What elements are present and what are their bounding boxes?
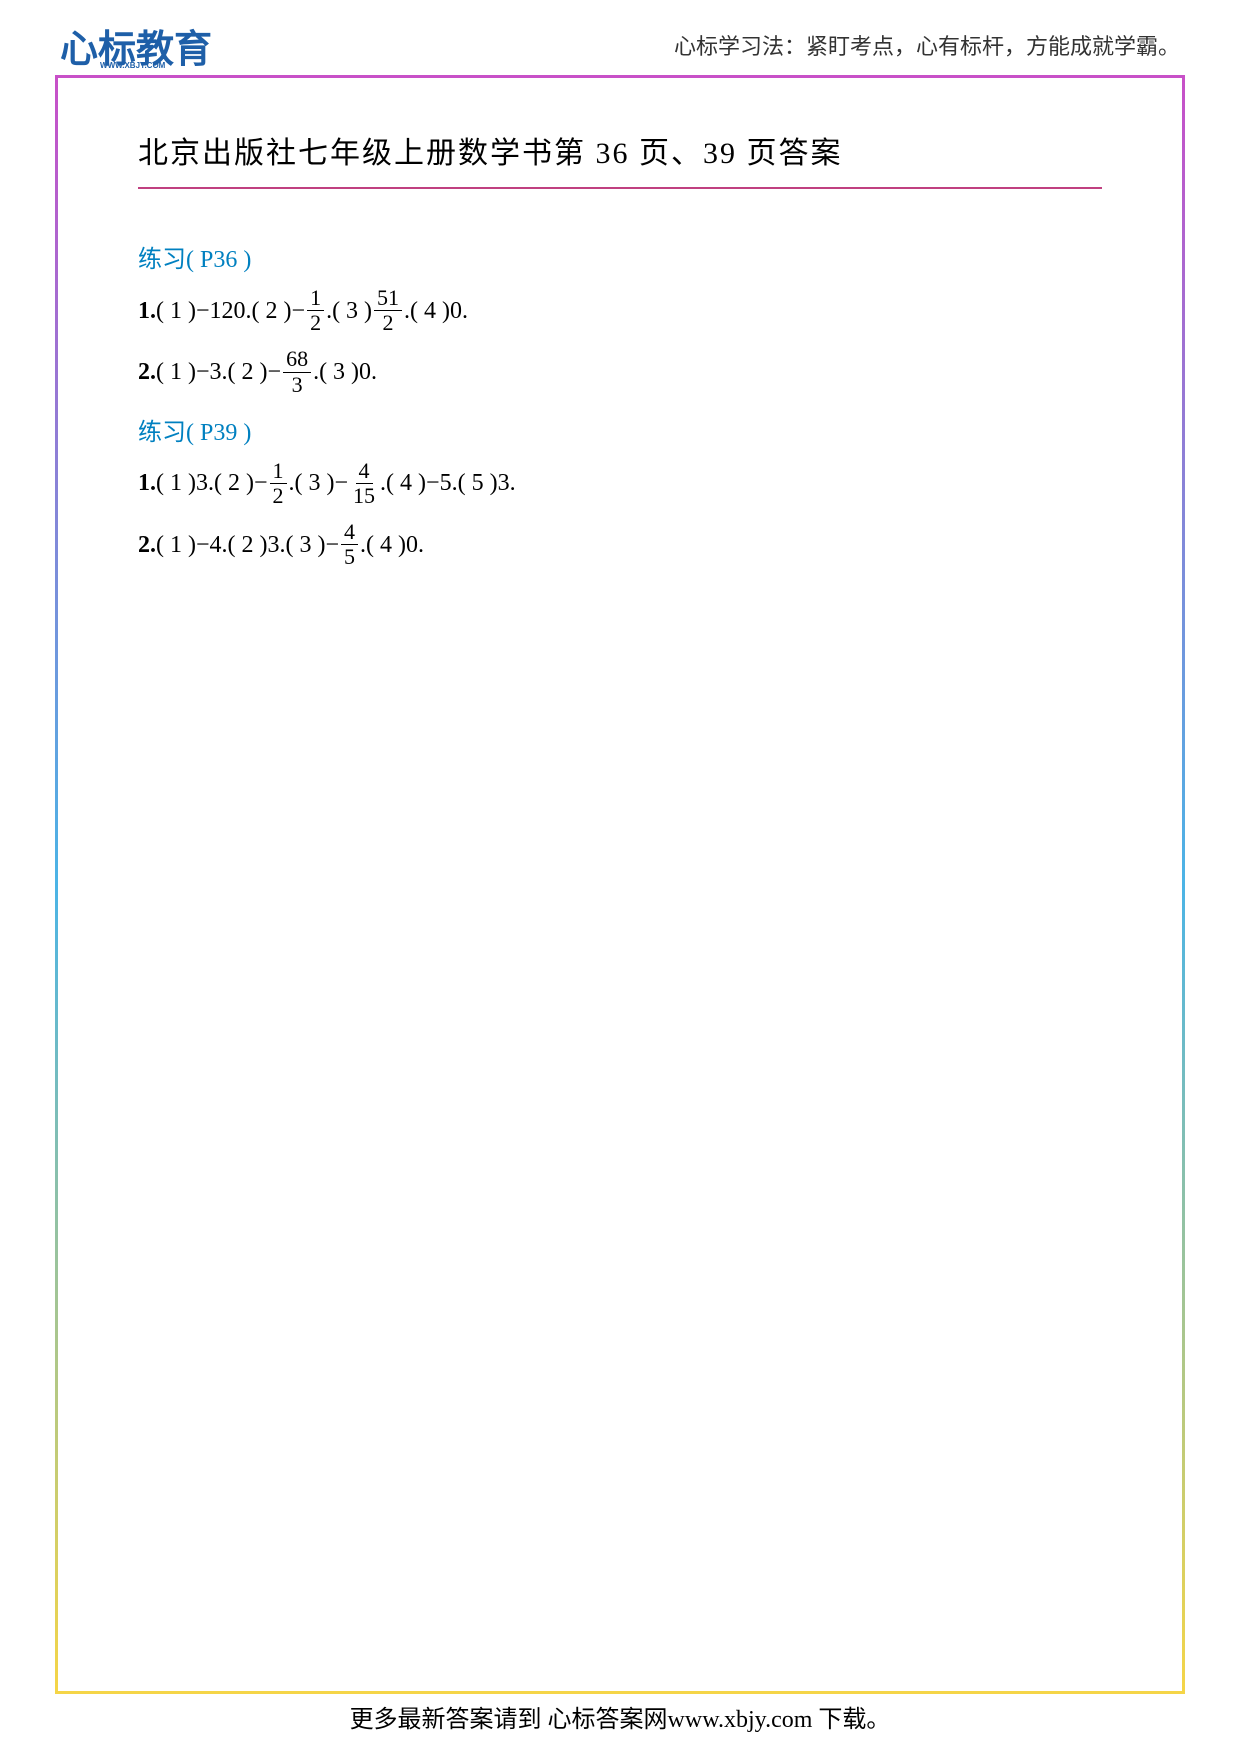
part-label: ( 4 ): [410, 299, 450, 323]
math-problem-line: 1.( 1 )−120.( 2 )−12.( 3 )512.( 4 )0.: [138, 286, 1102, 335]
fraction-denominator: 3: [289, 373, 306, 397]
part-label: ( 4 ): [386, 471, 426, 495]
fraction-denominator: 5: [341, 545, 358, 569]
answer-value: 3.: [196, 471, 214, 495]
part-label: ( 3 ): [295, 471, 335, 495]
fraction: 12: [270, 459, 287, 508]
fraction-denominator: 2: [307, 311, 324, 335]
exercise-heading: 练习( P36 ): [138, 239, 1102, 274]
fraction-numerator: 68: [283, 347, 311, 372]
page-title: 北京出版社七年级上册数学书第 36 页、39 页答案: [138, 128, 1102, 172]
value-prefix: −: [326, 533, 340, 557]
fraction-numerator: 1: [307, 286, 324, 311]
value-prefix: −: [268, 360, 282, 384]
page-footer: 更多最新答案请到 心标答案网www.xbjy.com 下载。: [0, 1699, 1240, 1734]
answer-value: 0.: [359, 360, 377, 384]
header-tagline: 心标学习法：紧盯考点，心有标杆，方能成就学霸。: [674, 29, 1180, 61]
part-label: ( 2 ): [228, 533, 268, 557]
part-label: ( 3 ): [286, 533, 326, 557]
part-label: ( 2 ): [228, 360, 268, 384]
answer-value: −3.: [196, 360, 228, 384]
part-label: ( 2 ): [252, 299, 292, 323]
part-label: ( 1 ): [156, 299, 196, 323]
answer-value: 0.: [450, 299, 468, 323]
problem-number: 1.: [138, 471, 156, 495]
fraction: 683: [283, 347, 311, 396]
answer-value: −120.: [196, 299, 252, 323]
problem-number: 2.: [138, 533, 156, 557]
logo-url: WWW.XBJY.COM: [100, 61, 165, 70]
exercise-heading: 练习( P39 ): [138, 412, 1102, 447]
fraction-denominator: 2: [270, 484, 287, 508]
part-label: ( 4 ): [366, 533, 406, 557]
title-underline: [138, 187, 1102, 189]
answer-value: 3.: [498, 471, 516, 495]
fraction-denominator: 15: [350, 484, 378, 508]
math-problem-line: 2.( 1 )−3.( 2 )−683.( 3 )0.: [138, 347, 1102, 396]
problem-number: 1.: [138, 299, 156, 323]
fraction: 12: [307, 286, 324, 335]
fraction-numerator: 4: [341, 520, 358, 545]
fraction-numerator: 4: [356, 459, 373, 484]
content-frame: 北京出版社七年级上册数学书第 36 页、39 页答案 练习( P36 )1.( …: [55, 75, 1185, 1694]
content-area: 北京出版社七年级上册数学书第 36 页、39 页答案 练习( P36 )1.( …: [58, 78, 1182, 632]
fraction: 415: [350, 459, 378, 508]
part-label: ( 1 ): [156, 533, 196, 557]
part-label: ( 3 ): [319, 360, 359, 384]
value-prefix: −: [292, 299, 306, 323]
fraction: 512: [374, 286, 402, 335]
logo: 心 标 WWW.XBJY.COM 教育: [60, 18, 212, 73]
fraction-numerator: 51: [374, 286, 402, 311]
part-label: ( 1 ): [156, 360, 196, 384]
fraction-numerator: 1: [270, 459, 287, 484]
answer-value: −5.: [426, 471, 458, 495]
value-prefix: −: [335, 471, 349, 495]
answer-value: 0.: [406, 533, 424, 557]
problem-number: 2.: [138, 360, 156, 384]
part-label: ( 2 ): [214, 471, 254, 495]
exercise-sections: 练习( P36 )1.( 1 )−120.( 2 )−12.( 3 )512.(…: [138, 239, 1102, 570]
part-label: ( 3 ): [332, 299, 372, 323]
answer-value: 3.: [268, 533, 286, 557]
logo-part-2: 标 WWW.XBJY.COM: [98, 18, 136, 73]
value-prefix: −: [254, 471, 268, 495]
fraction-denominator: 2: [380, 311, 397, 335]
logo-part-1: 心: [60, 18, 98, 73]
math-problem-line: 2.( 1 )−4.( 2 )3.( 3 )−45.( 4 )0.: [138, 520, 1102, 569]
answer-value: −4.: [196, 533, 228, 557]
math-problem-line: 1.( 1 )3.( 2 )−12.( 3 )−415.( 4 )−5.( 5 …: [138, 459, 1102, 508]
page-header: 心 标 WWW.XBJY.COM 教育 心标学习法：紧盯考点，心有标杆，方能成就…: [0, 20, 1240, 70]
part-label: ( 1 ): [156, 471, 196, 495]
fraction: 45: [341, 520, 358, 569]
part-label: ( 5 ): [458, 471, 498, 495]
